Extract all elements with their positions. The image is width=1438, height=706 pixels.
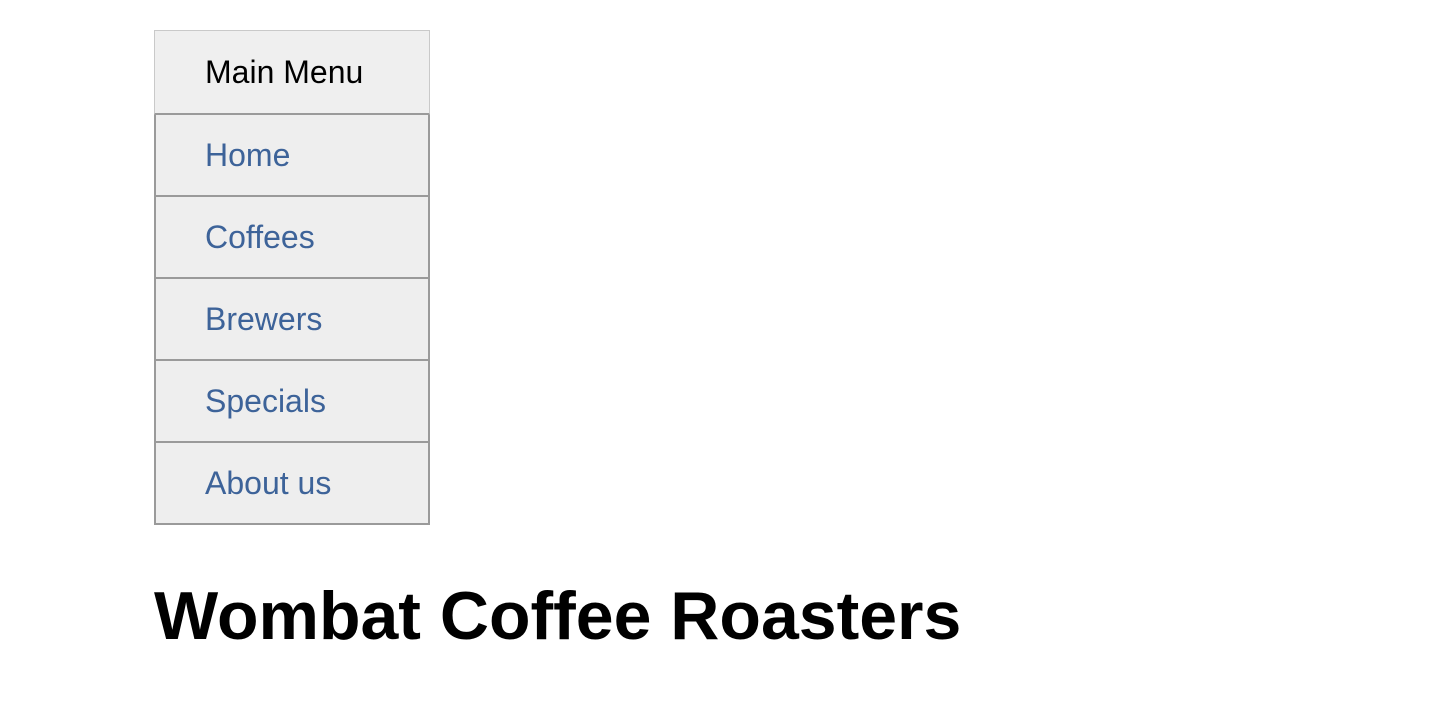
menu-item-home: Home <box>154 115 430 197</box>
menu-item-coffees: Coffees <box>154 197 430 279</box>
menu-link-brewers[interactable]: Brewers <box>205 300 323 337</box>
main-menu-label: Main Menu <box>205 53 364 90</box>
menu-link-about-us[interactable]: About us <box>205 464 332 501</box>
menu-item-about-us: About us <box>154 443 430 525</box>
page-title: Wombat Coffee Roasters <box>154 578 962 654</box>
menu-list: Home Coffees Brewers Specials About us <box>154 115 430 525</box>
menu-link-specials[interactable]: Specials <box>205 382 326 419</box>
menu-item-brewers: Brewers <box>154 279 430 361</box>
menu-link-home[interactable]: Home <box>205 136 291 173</box>
menu-link-coffees[interactable]: Coffees <box>205 218 315 255</box>
main-menu-toggle[interactable]: Main Menu <box>154 30 430 115</box>
menu-item-specials: Specials <box>154 361 430 443</box>
main-menu: Main Menu Home Coffees Brewers Specials … <box>154 30 430 525</box>
